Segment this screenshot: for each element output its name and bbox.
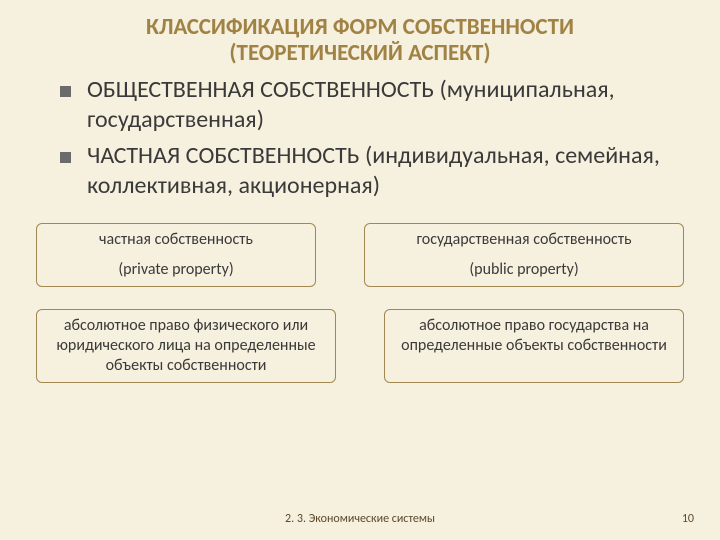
title-line-1: КЛАССИФИКАЦИЯ ФОРМ СОБСТВЕННОСТИ — [146, 13, 574, 41]
slide-title: КЛАССИФИКАЦИЯ ФОРМ СОБСТВЕННОСТИ (ТЕОРЕТ… — [0, 0, 720, 71]
bullet-list: ОБЩЕСТВЕННАЯ СОБСТВЕННОСТЬ (муниципальна… — [0, 71, 720, 217]
bullet-text: ЧАСТНАЯ СОБСТВЕННОСТЬ (индивидуальная, с… — [87, 141, 680, 201]
box-public-definition: абсолютное право государства на определе… — [384, 309, 684, 383]
square-bullet-icon — [60, 86, 71, 97]
title-line-2: (ТЕОРЕТИЧЕСКИЙ АСПЕКТ) — [229, 39, 490, 67]
box-private-property: частная собственность (private property) — [36, 223, 316, 287]
box-public-property: государственная собственность (public pr… — [364, 223, 684, 287]
bullet-text: ОБЩЕСТВЕННАЯ СОБСТВЕННОСТЬ (муниципальна… — [87, 75, 680, 135]
box-line: государственная собственность — [375, 230, 673, 250]
footer-text: 2. 3. Экономические системы — [0, 512, 720, 526]
box-private-definition: абсолютное право физического или юридиче… — [36, 309, 336, 383]
box-line: частная собственность — [47, 230, 305, 250]
page-number: 10 — [682, 512, 694, 526]
box-row-1: частная собственность (private property)… — [0, 223, 720, 287]
box-line: (private property) — [47, 260, 305, 280]
square-bullet-icon — [60, 152, 71, 163]
bullet-item: ОБЩЕСТВЕННАЯ СОБСТВЕННОСТЬ (муниципальна… — [60, 75, 680, 135]
bullet-item: ЧАСТНАЯ СОБСТВЕННОСТЬ (индивидуальная, с… — [60, 141, 680, 201]
box-row-2: абсолютное право физического или юридиче… — [0, 309, 720, 383]
box-line: (public property) — [375, 260, 673, 280]
